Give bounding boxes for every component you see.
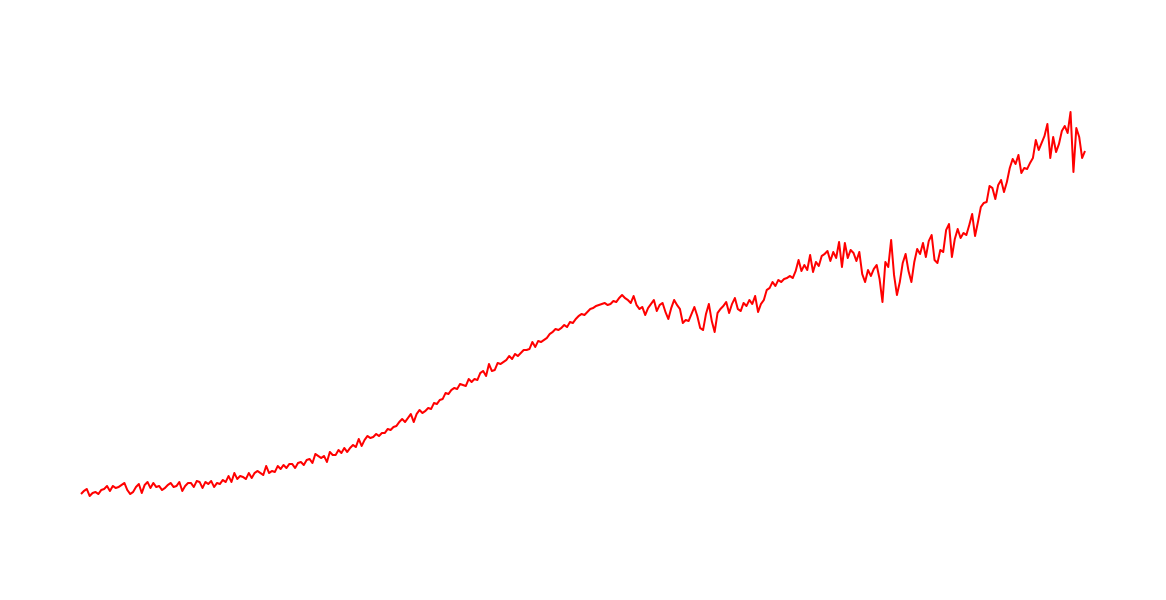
series-line-0 [80, 111, 1086, 497]
series-layer [80, 111, 1086, 497]
